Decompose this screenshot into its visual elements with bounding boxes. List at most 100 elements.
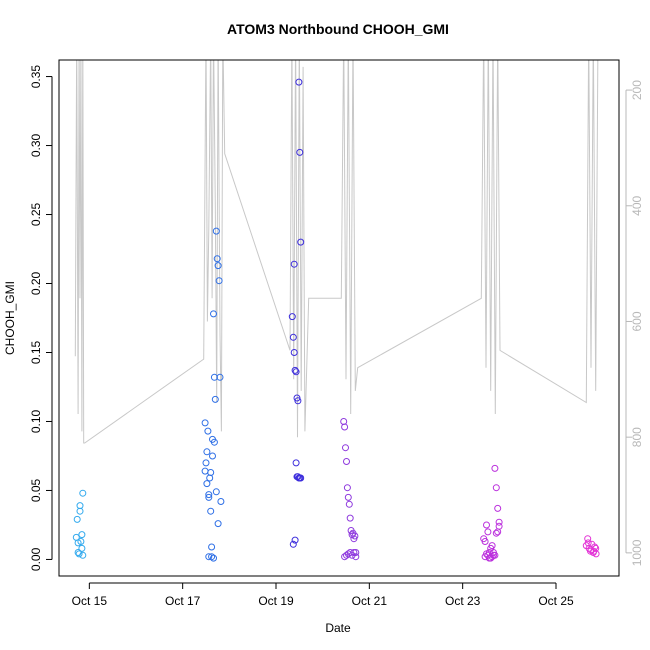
data-point xyxy=(203,480,211,488)
data-point xyxy=(340,418,348,425)
data-point xyxy=(488,542,496,550)
x-tick-label: Oct 21 xyxy=(352,594,388,608)
right-tick-label: 1000 xyxy=(630,539,644,566)
right-tick-label: 600 xyxy=(630,311,644,331)
right-tick-label: 400 xyxy=(630,195,644,215)
data-point xyxy=(210,554,217,562)
data-point xyxy=(214,520,222,528)
data-point xyxy=(296,148,304,156)
data-point xyxy=(491,551,499,559)
data-point xyxy=(343,484,351,492)
y-tick-label: 0.25 xyxy=(29,202,43,226)
y-tick-label: 0.00 xyxy=(29,547,43,571)
data-point xyxy=(584,535,592,543)
data-point xyxy=(289,333,297,341)
pressure-line xyxy=(74,60,599,444)
data-point xyxy=(217,498,225,505)
data-point xyxy=(494,528,502,536)
data-point xyxy=(346,514,354,522)
x-axis-label: Date xyxy=(325,621,351,635)
y-tick-label: 0.35 xyxy=(29,65,43,89)
data-point xyxy=(492,529,500,537)
y-tick-label: 0.15 xyxy=(29,340,43,364)
data-point xyxy=(210,438,218,446)
x-tick-label: Oct 15 xyxy=(72,594,108,608)
data-point xyxy=(343,458,350,465)
x-tick-label: Oct 17 xyxy=(165,594,201,608)
data-point xyxy=(203,448,211,456)
data-point xyxy=(204,427,212,435)
data-point xyxy=(207,469,215,476)
data-point xyxy=(290,260,298,268)
data-point xyxy=(294,397,302,405)
data-point xyxy=(592,544,600,552)
data-point xyxy=(78,531,86,539)
data-point xyxy=(584,539,592,547)
data-point xyxy=(201,419,209,427)
data-point xyxy=(215,277,223,285)
data-point xyxy=(214,262,222,270)
data-point xyxy=(211,395,219,403)
right-tick-label: 800 xyxy=(630,427,644,447)
data-point xyxy=(291,536,299,544)
y-tick-label: 0.05 xyxy=(29,478,43,502)
data-point xyxy=(484,528,492,536)
data-point xyxy=(205,491,213,499)
x-tick-label: Oct 19 xyxy=(258,594,294,608)
plot-frame xyxy=(58,59,620,577)
data-point xyxy=(78,544,86,552)
data-point xyxy=(342,444,349,452)
data-point xyxy=(291,366,299,374)
data-point xyxy=(79,489,87,497)
data-point xyxy=(206,474,214,482)
data-point xyxy=(289,540,297,548)
data-point xyxy=(77,538,85,545)
x-axis: Oct 15 Oct 17 Oct 19 Oct 21 Oct 23 Oct 25 xyxy=(72,582,574,608)
y-axis: 0.00 0.05 0.10 0.15 0.20 0.25 0.30 0.35 xyxy=(29,65,53,571)
data-point xyxy=(481,538,489,545)
y-tick-label: 0.30 xyxy=(29,133,43,157)
data-points xyxy=(72,78,600,562)
data-point xyxy=(345,500,353,508)
data-point xyxy=(207,507,215,515)
data-point xyxy=(208,553,216,561)
data-point xyxy=(212,227,220,235)
data-point xyxy=(201,467,209,475)
data-point xyxy=(210,310,217,318)
data-point xyxy=(213,255,221,263)
y-tick-label: 0.10 xyxy=(29,409,43,433)
data-point xyxy=(297,238,305,246)
data-point xyxy=(344,493,352,501)
data-point xyxy=(494,504,502,512)
y-tick-label: 0.20 xyxy=(29,271,43,295)
y-axis-label: CHOOH_GMI xyxy=(3,281,17,355)
chart-title: ATOM3 Northbound CHOOH_GMI xyxy=(227,21,449,37)
data-point xyxy=(351,532,359,540)
data-point xyxy=(292,459,300,467)
data-point xyxy=(297,474,305,482)
data-point xyxy=(292,368,300,376)
data-point xyxy=(491,464,499,472)
x-tick-label: Oct 25 xyxy=(538,594,574,608)
data-point xyxy=(295,78,303,86)
data-point xyxy=(73,515,81,523)
x-tick-label: Oct 23 xyxy=(445,594,481,608)
data-point xyxy=(75,550,83,558)
data-point xyxy=(288,313,296,321)
data-point xyxy=(492,484,500,492)
data-point xyxy=(290,349,298,356)
right-axis: 200 400 600 800 1000 xyxy=(625,80,644,566)
data-point xyxy=(208,543,216,551)
data-point xyxy=(483,521,490,529)
data-point xyxy=(350,549,358,556)
pressure-trace xyxy=(74,60,599,444)
data-point xyxy=(205,493,213,501)
data-point xyxy=(205,553,213,561)
data-point xyxy=(216,373,224,381)
data-point xyxy=(341,423,349,431)
data-point xyxy=(202,459,210,467)
data-point xyxy=(352,553,360,561)
data-point xyxy=(212,488,220,496)
data-point xyxy=(79,551,87,559)
